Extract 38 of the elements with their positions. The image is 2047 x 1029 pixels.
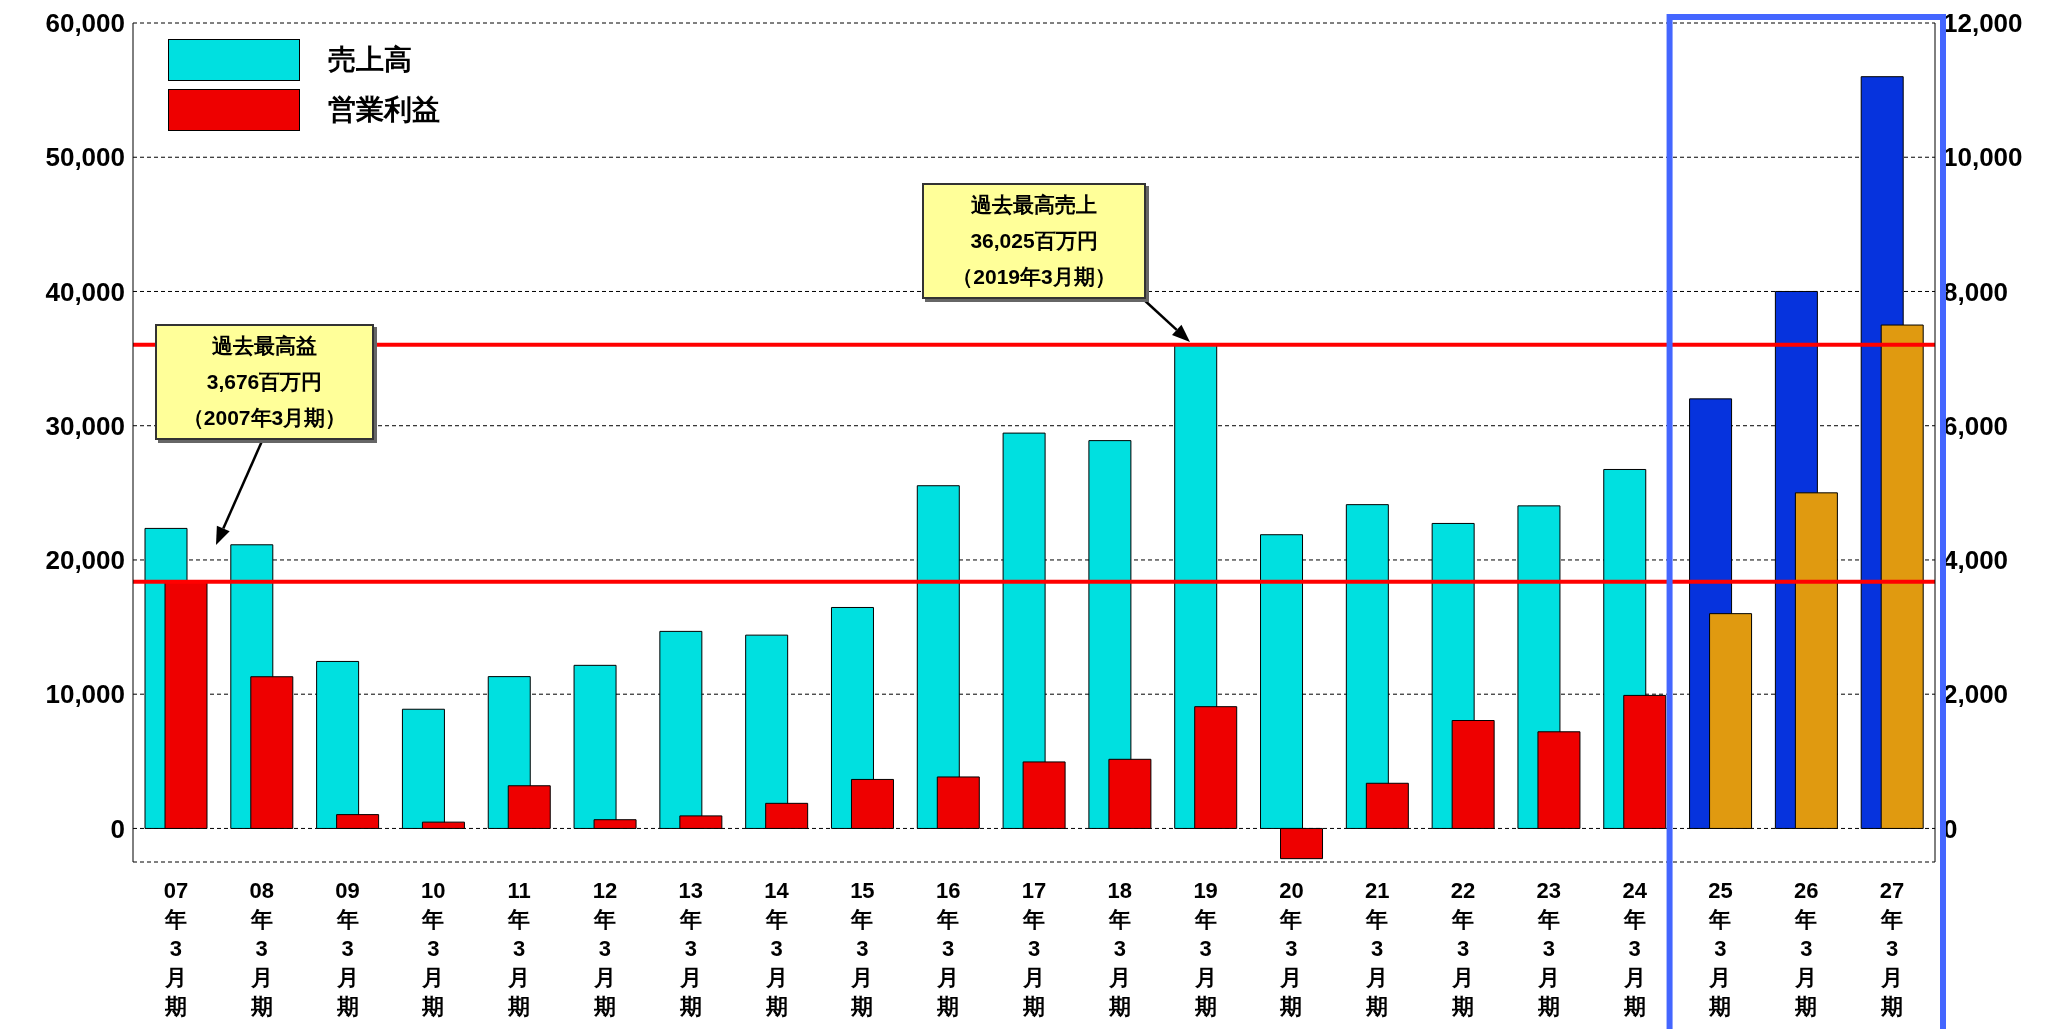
y2-tick-label: 8,000 <box>1943 276 2009 307</box>
x-tick-label: 23年3月期 <box>1536 878 1562 1019</box>
x-tick-label: 15年3月期 <box>850 878 875 1019</box>
x-tick-label: 17年3月期 <box>1021 878 1047 1019</box>
x-tick-label: 26年3月期 <box>1794 878 1819 1019</box>
y-tick-label: 40,000 <box>45 276 125 307</box>
x-tick-label: 25年3月期 <box>1708 878 1733 1019</box>
legend-label: 売上高 <box>328 43 412 77</box>
x-tick-label: 09年3月期 <box>335 878 360 1019</box>
x-tick-label: 21年3月期 <box>1365 878 1390 1019</box>
y2-tick-label: 10,000 <box>1943 142 2023 173</box>
x-tick-label: 07年3月期 <box>163 878 189 1019</box>
annotation: 過去最高益3,676百万円（2007年3月期） <box>155 324 374 440</box>
y2-tick-label: 2,000 <box>1943 679 2009 710</box>
x-tick-label: 12年3月期 <box>592 878 618 1019</box>
y2-tick-label: 4,000 <box>1943 545 2009 576</box>
x-tick-label: 20年3月期 <box>1279 878 1304 1019</box>
legend-label: 営業利益 <box>328 93 440 127</box>
x-tick-label: 19年3月期 <box>1193 878 1218 1019</box>
y-tick-label: 60,000 <box>45 8 125 39</box>
y2-tick-label: 12,000 <box>1943 8 2023 39</box>
x-tick-label: 10年3月期 <box>421 878 446 1019</box>
x-tick-label: 27年3月期 <box>1879 878 1905 1019</box>
annotation: 過去最高売上36,025百万円（2019年3月期） <box>922 183 1146 299</box>
x-tick-label: 14年3月期 <box>764 878 790 1019</box>
x-tick-label: 18年3月期 <box>1107 878 1133 1019</box>
x-tick-label: 16年3月期 <box>935 878 961 1019</box>
y-tick-label: 0 <box>110 813 125 844</box>
x-tick-label: 22年3月期 <box>1450 878 1476 1019</box>
x-tick-label: 13年3月期 <box>678 878 703 1019</box>
y-tick-label: 30,000 <box>45 410 125 441</box>
x-tick-label: 11年3月期 <box>507 878 531 1019</box>
y-tick-label: 10,000 <box>45 679 125 710</box>
y-tick-label: 20,000 <box>45 545 125 576</box>
x-tick-label: 24年3月期 <box>1622 878 1648 1019</box>
y2-tick-label: 6,000 <box>1943 410 2009 441</box>
x-tick-label: 08年3月期 <box>249 878 274 1019</box>
y-tick-label: 50,000 <box>45 142 125 173</box>
